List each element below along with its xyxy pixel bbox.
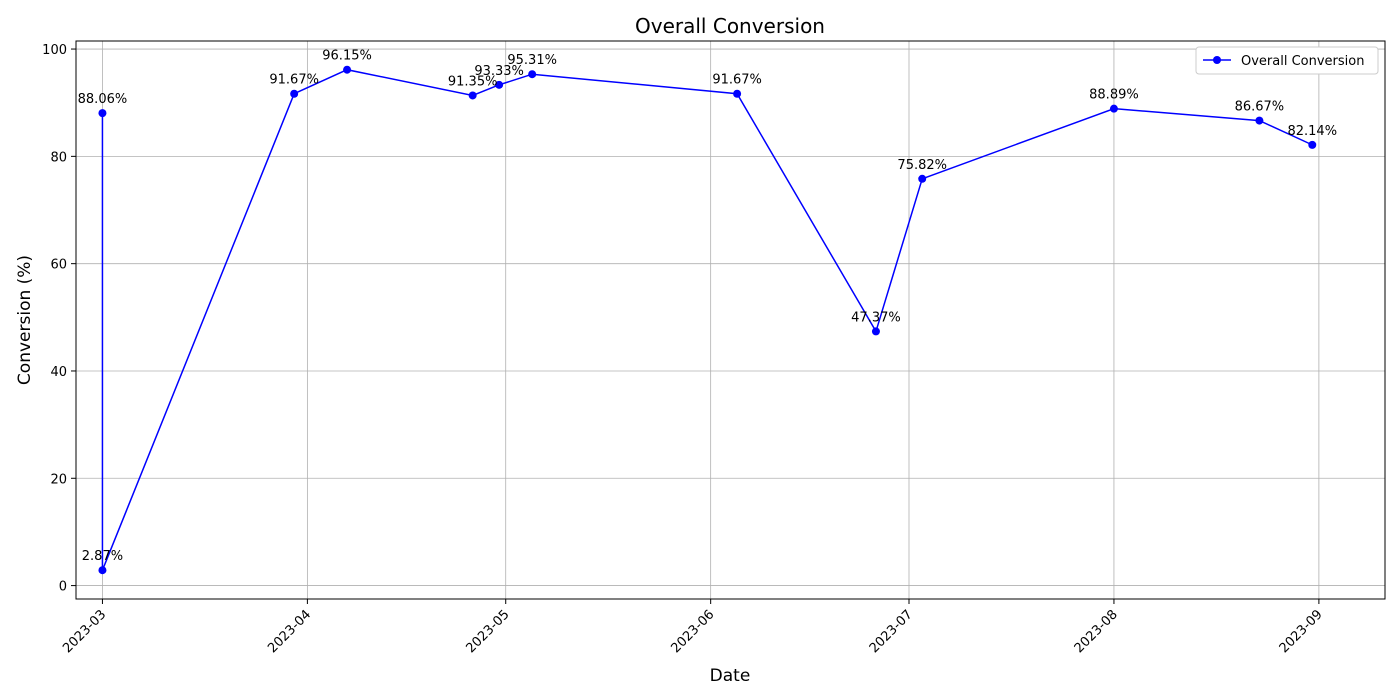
data-point <box>98 566 107 575</box>
data-label: 2.87% <box>82 549 123 564</box>
data-point <box>495 80 504 89</box>
data-point <box>733 89 742 98</box>
legend-marker <box>1213 56 1221 64</box>
grid-lines <box>76 41 1385 599</box>
data-label: 88.06% <box>78 92 128 107</box>
data-point <box>468 91 477 100</box>
legend-label: Overall Conversion <box>1241 54 1364 69</box>
x-tick-label: 2023-05 <box>464 607 513 656</box>
data-label: 96.15% <box>322 49 372 64</box>
data-label: 95.31% <box>507 53 557 68</box>
x-axis-label: Date <box>710 666 751 686</box>
x-tick-label: 2023-04 <box>265 607 314 656</box>
y-axis-ticks: 0 20 40 60 80 100 <box>42 43 76 595</box>
data-label: 88.89% <box>1089 88 1139 103</box>
x-tick-label: 2023-09 <box>1277 607 1326 656</box>
x-axis-ticks: 2023-03 2023-04 2023-05 2023-06 2023-07 2023-… <box>60 599 1326 656</box>
plot-frame <box>75 40 1386 600</box>
y-tick-label: 20 <box>50 472 67 487</box>
data-label: 91.35% <box>448 74 498 89</box>
data-label: 93.33% <box>474 64 524 79</box>
data-label: 75.82% <box>897 158 947 173</box>
data-point <box>1255 116 1264 125</box>
y-tick-label: 60 <box>50 258 67 273</box>
data-point <box>1109 104 1118 113</box>
y-tick-label: 80 <box>50 150 67 165</box>
data-label: 82.14% <box>1287 124 1337 139</box>
chart-title: Overall Conversion <box>635 14 825 38</box>
data-point <box>1308 140 1317 149</box>
x-tick-label: 2023-07 <box>867 607 916 656</box>
data-label: 47.37% <box>851 310 901 325</box>
data-point <box>528 70 537 79</box>
data-point <box>290 89 299 98</box>
legend-box <box>1195 46 1379 75</box>
data-point <box>98 109 107 118</box>
x-tick-label: 2023-08 <box>1072 607 1121 656</box>
y-tick-label: 40 <box>50 365 67 380</box>
legend: Overall Conversion <box>1195 46 1379 75</box>
x-tick-label: 2023-03 <box>60 607 109 656</box>
series-layer <box>98 65 1317 575</box>
annotation-layer: 88.06%91.67%96.15%91.35%93.33%95.31%91.6… <box>78 49 1337 564</box>
y-axis-label: Conversion (%) <box>15 255 35 385</box>
x-tick-label: 2023-06 <box>668 607 717 656</box>
series-line <box>101 68 1313 571</box>
data-point <box>343 65 352 74</box>
y-tick-label: 0 <box>59 580 67 595</box>
data-label: 91.67% <box>712 73 762 88</box>
data-label: 91.67% <box>269 73 319 88</box>
data-label: 86.67% <box>1235 100 1285 115</box>
data-point <box>871 327 880 336</box>
y-tick-label: 100 <box>42 43 67 58</box>
data-point <box>918 174 927 183</box>
